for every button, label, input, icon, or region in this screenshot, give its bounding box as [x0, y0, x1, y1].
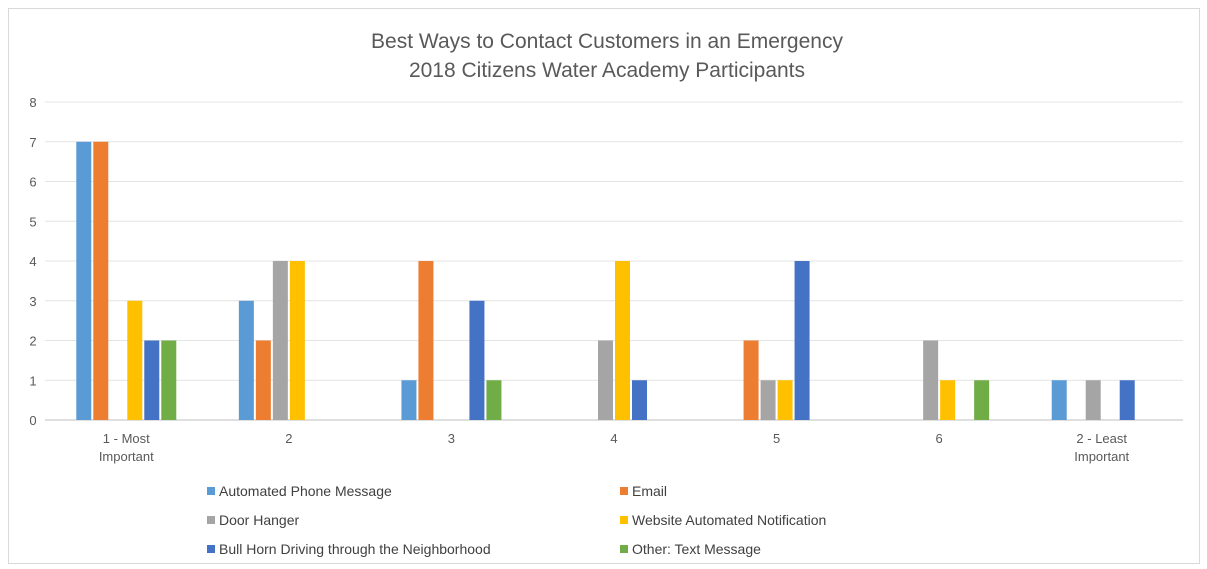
- bar-automated-phone-message: [76, 141, 92, 420]
- bar-door-hanger: [923, 340, 939, 420]
- bar-email: [93, 141, 109, 420]
- legend-swatch: [207, 545, 215, 553]
- bar-website-automated-notification: [289, 261, 305, 420]
- legend-swatch: [620, 487, 628, 495]
- y-tick-label: 1: [29, 373, 36, 388]
- x-tick-label: Important: [1074, 449, 1129, 464]
- legend-swatch: [207, 516, 215, 524]
- bar-bull-horn-driving-through-the-neighborhood: [632, 380, 647, 420]
- bar-door-hanger: [598, 340, 613, 420]
- bar-website-automated-notification: [940, 380, 956, 420]
- bar-door-hanger: [760, 380, 776, 420]
- legend-swatch: [207, 487, 215, 495]
- y-tick-label: 0: [29, 413, 36, 428]
- bar-bull-horn-driving-through-the-neighborhood: [469, 300, 485, 420]
- legend-label: Bull Horn Driving through the Neighborho…: [219, 541, 491, 557]
- y-tick-label: 4: [29, 254, 36, 269]
- y-axis: 0 1 2 3 4 5 6 7 8: [29, 95, 36, 428]
- legend-label: Door Hanger: [219, 512, 299, 528]
- bar-website-automated-notification: [615, 261, 630, 420]
- bar-bull-horn-driving-through-the-neighborhood: [1119, 380, 1135, 420]
- bar-automated-phone-message: [1051, 380, 1067, 420]
- legend-item: Website Automated Notification: [620, 512, 826, 528]
- legend-label: Website Automated Notification: [632, 512, 826, 528]
- y-tick-label: 6: [29, 175, 36, 190]
- bar-email: [255, 340, 271, 420]
- x-tick-label: 6: [936, 431, 943, 446]
- x-tick-label: 4: [610, 431, 617, 446]
- x-tick-label: 2: [285, 431, 292, 446]
- bar-automated-phone-message: [401, 380, 417, 420]
- bar-website-automated-notification: [127, 300, 143, 420]
- y-tick-label: 8: [29, 95, 36, 110]
- x-axis: 1 - Most Important 2 3 4 5 6 2 - Least Important: [99, 431, 1130, 464]
- y-tick-label: 2: [29, 334, 36, 349]
- gridlines: [45, 101, 1183, 421]
- bar-email: [743, 340, 759, 420]
- x-tick-label: 1 - Most: [103, 431, 150, 446]
- legend-item: Automated Phone Message: [207, 483, 392, 499]
- legend-item: Other: Text Message: [620, 541, 761, 557]
- bar-door-hanger: [1085, 380, 1101, 420]
- y-tick-label: 5: [29, 214, 36, 229]
- chart-title: Best Ways to Contact Customers in an Eme…: [371, 30, 843, 82]
- x-tick-label: 3: [448, 431, 455, 446]
- bar-other-text-message: [161, 340, 177, 420]
- bar-website-automated-notification: [777, 380, 793, 420]
- legend-label: Automated Phone Message: [219, 483, 392, 499]
- legend-label: Other: Text Message: [632, 541, 761, 557]
- y-tick-label: 7: [29, 135, 36, 150]
- bar-bull-horn-driving-through-the-neighborhood: [144, 340, 160, 420]
- legend-item: Door Hanger: [207, 512, 299, 528]
- legend-item: Email: [620, 483, 667, 499]
- bar-bull-horn-driving-through-the-neighborhood: [794, 261, 810, 420]
- chart-title-line-1: Best Ways to Contact Customers in an Eme…: [371, 30, 843, 53]
- x-tick-label: Important: [99, 449, 154, 464]
- bars: [76, 141, 1135, 420]
- legend: Automated Phone Message Email Door Hanger W…: [207, 483, 826, 557]
- chart-title-line-2: 2018 Citizens Water Academy Participants: [409, 59, 805, 82]
- bar-door-hanger: [272, 261, 288, 420]
- legend-label: Email: [632, 483, 667, 499]
- bar-other-text-message: [486, 380, 502, 420]
- legend-swatch: [620, 516, 628, 524]
- x-tick-label: 5: [773, 431, 780, 446]
- y-tick-label: 3: [29, 294, 36, 309]
- chart-frame: [8, 8, 1200, 564]
- bar-email: [418, 261, 434, 420]
- legend-item: Bull Horn Driving through the Neighborho…: [207, 541, 491, 557]
- x-tick-label: 2 - Least: [1076, 431, 1127, 446]
- legend-swatch: [620, 545, 628, 553]
- bar-automated-phone-message: [238, 300, 254, 420]
- bar-other-text-message: [974, 380, 990, 420]
